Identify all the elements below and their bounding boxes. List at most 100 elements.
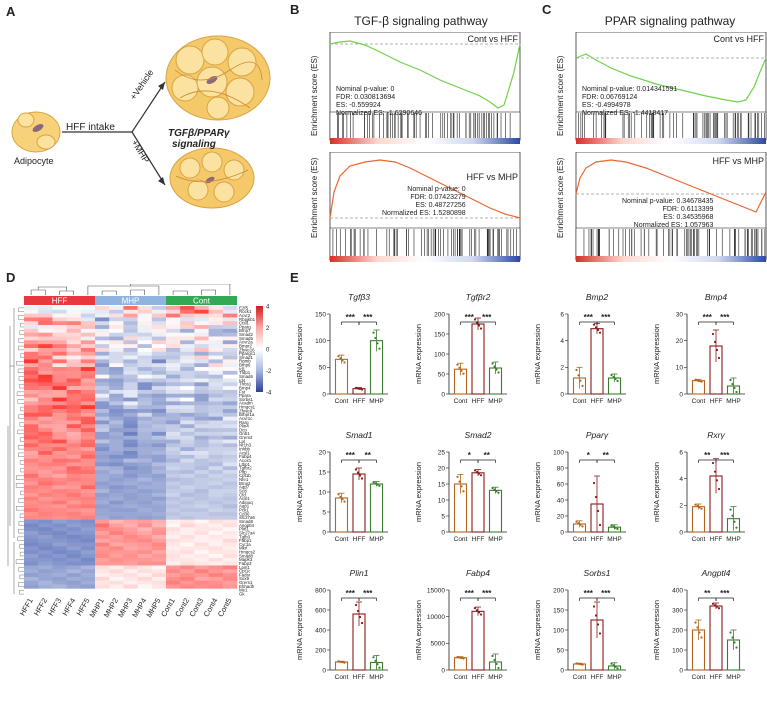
heatmap-cell (208, 542, 224, 547)
gene-label: Tgfbr2 (239, 466, 252, 471)
heatmap-cell (208, 374, 224, 379)
heatmap-cell (95, 336, 110, 341)
heatmap-cell (38, 565, 53, 570)
heatmap-cell (24, 409, 39, 414)
gene-label: Adipoq (239, 500, 253, 505)
heatmap-cell (166, 428, 181, 433)
heatmap-cell (137, 393, 153, 398)
heatmap-cell (109, 401, 124, 406)
heatmap-cell (24, 573, 39, 578)
heatmap-cell (123, 416, 138, 421)
heatmap-cell (151, 359, 167, 364)
heatmap-cell (137, 584, 153, 589)
heatmap-cell (151, 534, 167, 540)
y-tick-label: 0 (560, 529, 564, 536)
data-point (495, 490, 498, 493)
heatmap-cell (208, 325, 224, 330)
y-tick-label: 2 (679, 503, 683, 510)
heatmap-cell (66, 523, 82, 528)
heatmap-cell (95, 534, 110, 540)
heatmap-cell (208, 393, 224, 398)
gene-label: Acadm (239, 401, 253, 406)
heatmap-cell (194, 515, 209, 520)
heatmap-cell (137, 313, 153, 318)
x-category-label: Cont (335, 536, 349, 543)
y-tick-label: 0 (322, 667, 326, 674)
x-category-label: Cont (454, 536, 468, 543)
heatmap-cell (66, 538, 82, 543)
heatmap-cell (38, 374, 53, 379)
heatmap-cell (80, 527, 96, 532)
heatmap-cell (66, 313, 82, 318)
group-bar (24, 296, 95, 305)
gene-title: Pparγ (586, 430, 609, 440)
x-category-label: Cont (692, 674, 706, 681)
heatmap-cell (137, 332, 153, 337)
data-point (729, 508, 732, 511)
heatmap-cell (95, 359, 110, 364)
scale-tick: -4 (266, 391, 272, 397)
heatmap-cell (24, 405, 39, 410)
data-point (592, 323, 596, 326)
y-axis-label: mRNA expression (533, 600, 542, 660)
heatmap-cell (137, 477, 153, 482)
heatmap-cell (66, 554, 82, 559)
heatmap-cell (109, 485, 124, 490)
heatmap-cell (38, 538, 53, 543)
heatmap-cell (109, 565, 124, 570)
data-point (493, 365, 496, 368)
heatmap-cell (166, 576, 181, 582)
heatmap-cell (222, 382, 238, 387)
heatmap-cell (222, 550, 238, 555)
heatmap-cell (194, 462, 209, 467)
data-point (594, 614, 598, 617)
heatmap-cell (52, 462, 67, 467)
heatmap-cell (109, 367, 124, 372)
heatmap-cell (123, 546, 138, 551)
heatmap-cell (222, 542, 238, 547)
heatmap-cell (95, 531, 110, 536)
bar (334, 661, 349, 671)
heatmap-cell (38, 489, 53, 494)
gene-label: Cfd (239, 492, 246, 497)
heatmap-cell (80, 481, 96, 486)
bar (334, 358, 349, 395)
heatmap-cell (208, 584, 224, 589)
rank-gradient-b-bottom (330, 256, 520, 262)
x-category-label: HFF (710, 674, 723, 681)
panel-e-bars: Tgfβ3 mRNA expression 0 50 100 150 Cont HFF MHP *… (290, 284, 767, 699)
data-point (616, 379, 619, 383)
intake-label: HFF intake (66, 122, 115, 133)
heatmap-cell (137, 420, 153, 425)
heatmap-cell (24, 447, 39, 452)
heatmap-cell (180, 512, 195, 517)
data-point (456, 475, 459, 478)
gene-label: Aqp1 (239, 504, 250, 509)
heatmap-cell (24, 401, 39, 406)
data-point (735, 390, 738, 394)
data-point (717, 356, 721, 360)
heatmap-cell (80, 405, 96, 410)
sample-label: HFF1 (18, 597, 35, 618)
bar (352, 473, 366, 533)
heatmap-cell (80, 519, 96, 524)
data-point (696, 379, 699, 382)
heatmap-cell (66, 515, 82, 520)
data-point (339, 357, 342, 360)
significance-marker: *** (482, 313, 492, 322)
significance-marker: * (587, 451, 591, 460)
gene-label: Acsl1 (239, 450, 250, 455)
heatmap-cell (109, 439, 124, 444)
heatmap-cell (208, 412, 224, 417)
heatmap-cell (208, 534, 224, 540)
heatmap-cell (137, 401, 153, 406)
significance-marker: ** (484, 451, 491, 460)
heatmap-cell (95, 325, 110, 330)
bar (691, 506, 706, 533)
heatmap-cell (95, 328, 110, 334)
data-point (339, 495, 342, 498)
group-bar (95, 296, 166, 305)
heatmap-cell (222, 451, 238, 456)
x-category-label: MHP (607, 536, 621, 543)
heatmap-cell (24, 412, 39, 417)
